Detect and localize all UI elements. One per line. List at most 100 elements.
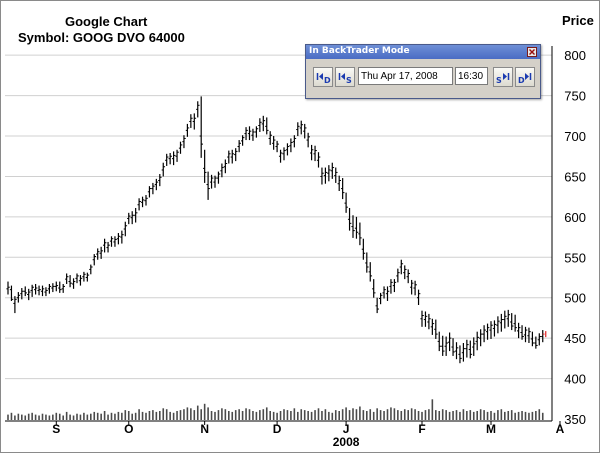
year-label: 2008 [333, 435, 360, 449]
ohlc-bar [61, 283, 65, 293]
ohlc-bar [209, 174, 214, 189]
ohlc-bar [416, 289, 421, 306]
ohlc-bar [365, 252, 369, 273]
ohlc-bar [268, 131, 272, 145]
ohlc-bar [344, 192, 348, 213]
ohlc-bar [78, 275, 83, 286]
month-label: N [200, 422, 209, 436]
ohlc-bar [320, 167, 324, 185]
ohlc-bar [482, 325, 486, 343]
date-field[interactable]: Thu Apr 17, 2008 [358, 67, 453, 85]
ohlc-bar [468, 340, 473, 359]
ohlc-bar [403, 265, 407, 280]
ohlc-bar [503, 310, 507, 329]
ohlc-bar [16, 292, 21, 303]
ohlc-bar [34, 283, 38, 295]
backtrader-dialog[interactable]: In BackTrader Mode D S Thu Apr 17, 2008 [305, 44, 541, 99]
ohlc-bar [423, 311, 428, 327]
ohlc-bar [196, 101, 200, 118]
ohlc-bar [40, 285, 45, 297]
ohlc-bar [151, 182, 155, 195]
ohlc-bars [6, 96, 547, 364]
ohlc-bar [485, 323, 490, 340]
ohlc-bar [541, 330, 545, 343]
ohlc-bar [47, 283, 52, 294]
ohlc-bar [230, 149, 235, 164]
ohlc-bar [13, 296, 17, 314]
ohlc-bar [517, 322, 521, 339]
month-label: O [124, 422, 133, 436]
ohlc-bar [89, 264, 93, 275]
back-session-button[interactable]: S [335, 67, 355, 87]
ohlc-bar [372, 279, 376, 298]
back-day-button[interactable]: D [313, 67, 333, 87]
chart-title: Google Chart [65, 14, 148, 29]
ohlc-bar [389, 279, 393, 294]
ohlc-bar [158, 174, 162, 187]
ohlc-bar [241, 135, 245, 146]
ohlc-bar [310, 144, 314, 161]
ohlc-bar [313, 145, 317, 162]
ohlc-bar [510, 313, 514, 331]
ohlc-bar [410, 279, 414, 295]
ohlc-bar [434, 319, 438, 339]
ohlc-bar [375, 297, 379, 314]
ohlc-bar [461, 343, 466, 362]
ohlc-bar [299, 120, 304, 135]
volume-bars [7, 399, 544, 420]
ohlc-bar [54, 281, 59, 292]
skip-back-icon [338, 73, 345, 80]
close-button[interactable] [527, 47, 537, 57]
ohlc-bar [161, 162, 166, 177]
ohlc-bar [296, 122, 300, 137]
month-label: J [343, 422, 350, 436]
ohlc-bar [92, 254, 97, 266]
ohlc-bar [278, 149, 283, 163]
ohlc-bar [413, 280, 417, 296]
close-icon [529, 49, 535, 55]
back-session-label: S [346, 76, 352, 85]
ohlc-bar [479, 329, 483, 347]
ohlc-bar [334, 167, 338, 183]
ohlc-bar [523, 326, 528, 343]
skip-forward-icon [525, 73, 532, 80]
price-axis-label: Price [562, 13, 594, 28]
ohlc-bar [247, 126, 252, 141]
ohlc-bar [534, 336, 538, 349]
ohlc-bar [292, 135, 297, 148]
ohlc-bar [227, 150, 231, 164]
ohlc-bar [175, 149, 179, 162]
ohlc-bar [165, 153, 169, 166]
ohlc-bar [106, 241, 110, 253]
ohlc-bar [265, 117, 269, 135]
forward-day-button[interactable]: D [515, 67, 535, 87]
ohlc-bar [261, 115, 266, 132]
ohlc-bar [223, 159, 228, 174]
ohlc-bar [289, 138, 293, 153]
month-label: M [486, 422, 496, 436]
y-tick-label: 500 [564, 291, 586, 306]
ohlc-bar [116, 233, 121, 245]
ohlc-bar [27, 288, 31, 301]
ohlc-bar [51, 283, 55, 293]
ohlc-bar [282, 147, 286, 161]
month-label: S [52, 422, 60, 436]
ohlc-bar [68, 275, 72, 288]
ohlc-bar [258, 118, 262, 132]
time-field[interactable]: 16:30 [455, 67, 488, 85]
forward-session-button[interactable]: S [493, 67, 513, 87]
ohlc-bar [358, 222, 362, 246]
ohlc-bar [475, 331, 479, 351]
forward-session-label: S [496, 76, 502, 85]
ohlc-bar [120, 230, 124, 244]
ohlc-bar [454, 342, 459, 360]
ohlc-bar [396, 268, 400, 283]
dialog-titlebar[interactable]: In BackTrader Mode [306, 45, 540, 59]
ohlc-bar [492, 320, 497, 337]
ohlc-bar [85, 272, 90, 282]
ohlc-bar [341, 178, 345, 200]
ohlc-bar [99, 246, 103, 259]
month-label: D [273, 422, 282, 436]
